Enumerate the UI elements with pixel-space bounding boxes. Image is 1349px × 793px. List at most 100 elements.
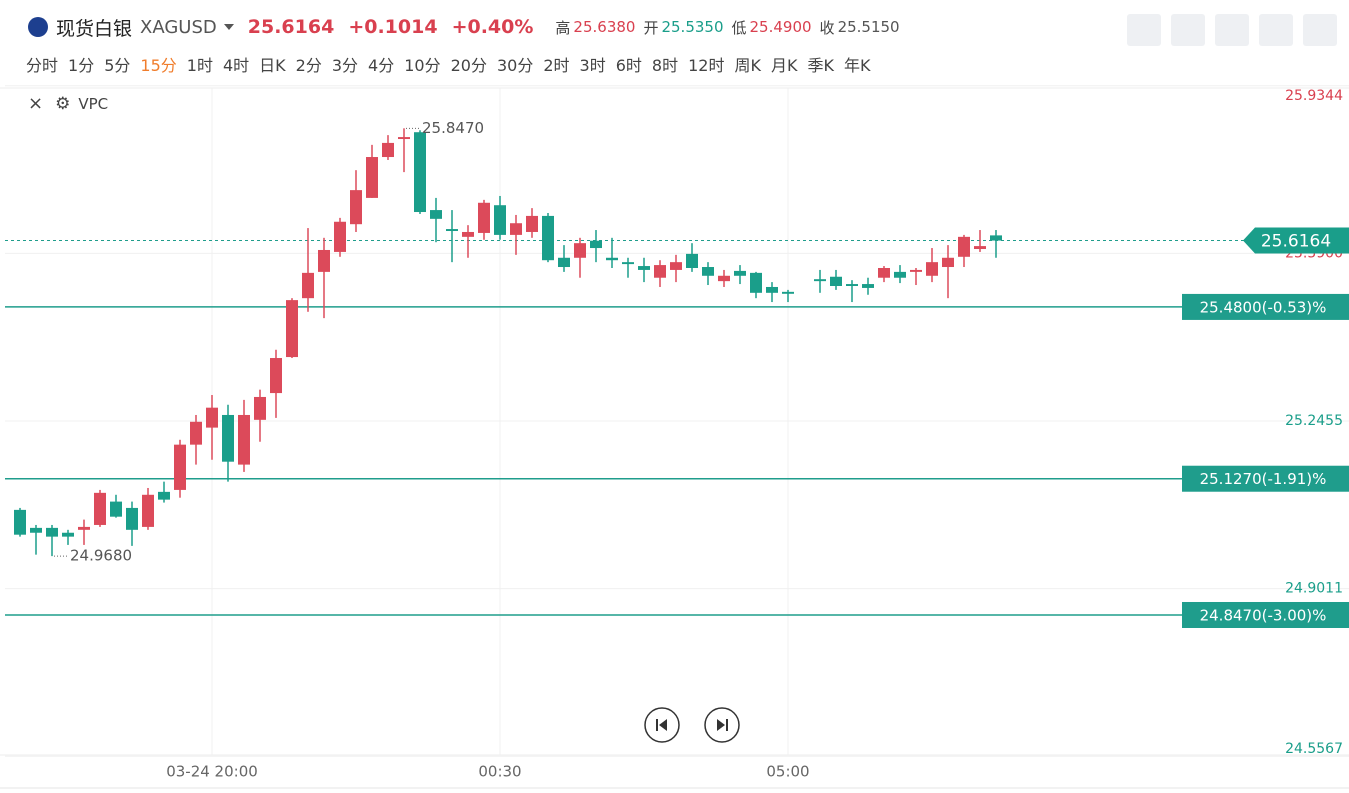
timeframe[interactable]: 30分 [496,56,534,75]
timeframe[interactable]: 5分 [104,56,131,75]
timeframe[interactable]: 季K [807,56,834,75]
candle-body [190,421,202,445]
indicator: VPC [78,94,109,113]
candle-body [382,142,394,158]
timeframe[interactable]: 2分 [295,56,322,75]
candle-button[interactable] [1215,14,1249,46]
candle-body [270,358,282,394]
candle-body [846,284,858,286]
candle-body [670,262,682,270]
candle-body [926,262,938,276]
price-line-box [1182,293,1349,320]
candle-body [766,286,778,293]
fullscreen-button[interactable] [1259,14,1293,46]
candle-body [830,276,842,286]
settings-icon[interactable]: ⚙ [55,93,71,114]
x-tick-label: 00:30 [478,763,521,781]
candle-body [734,270,746,276]
candle-body [478,202,490,233]
timeframe[interactable]: 月K [770,56,798,75]
symbol[interactable]: XAGUSD [140,16,217,38]
close-button[interactable] [1303,14,1337,46]
candle-body [574,243,586,258]
candle-body [350,190,362,225]
y-tick-label: 25.9344 [1285,88,1343,104]
dropdown[interactable] [223,24,234,30]
timeframe[interactable]: 20分 [450,56,487,75]
candle-body [30,527,42,533]
timeframe[interactable]: 分时 [26,56,59,75]
candle-body [702,267,714,276]
candle-body [398,137,410,140]
candle-body [654,265,666,278]
timeframe[interactable]: 4分 [368,56,395,75]
candle-body [990,235,1002,241]
timeframe[interactable]: 年K [843,56,871,75]
button-icon [717,719,728,731]
timeframe[interactable]: 周K [734,56,761,75]
timeframe[interactable]: 10分 [404,56,441,75]
annotation-label: 24.9680 [70,547,132,565]
candle-body [558,257,570,268]
timeframe[interactable]: 15分 [140,56,177,75]
candle-body [782,291,794,294]
timeframe[interactable]: 3时 [579,56,606,75]
toolbar [1127,14,1337,46]
x-tick-label: 05:00 [766,763,809,781]
price-line-label: 25.4800(-0.53)% [1200,298,1327,316]
candle-body [958,236,970,257]
candle-body [446,229,458,232]
candle-body [430,210,442,219]
candle-body [814,279,826,282]
candle-body [206,407,218,428]
current-price-box [1243,227,1349,254]
label: 高 [555,18,571,37]
candle-body [494,205,506,235]
close-icon[interactable]: × [28,93,44,114]
label: 开 [643,18,659,37]
timeframe[interactable]: 3分 [331,56,359,75]
candle-body [318,249,330,272]
timeframe[interactable]: 8时 [651,56,679,75]
candle-body [606,257,618,261]
candle-body [142,494,154,527]
candle-body [622,262,634,265]
change-pct: +0.40% [451,16,534,38]
timeframe[interactable]: 日K [259,56,286,75]
candle-body [222,414,234,462]
draw-button[interactable] [1171,14,1205,46]
candle-body [526,215,538,232]
timeframe[interactable]: 4时 [222,56,250,75]
candle-body [510,223,522,235]
candle-body [590,240,602,249]
candle-body [942,257,954,268]
candle-body [878,267,890,278]
candle-body [686,253,698,268]
change: +0.1014 [348,16,438,38]
indicator-button[interactable] [1127,14,1161,46]
value: 25.5350 [661,18,724,36]
button-icon [656,719,667,731]
price-line-label: 25.1270(-1.91)% [1200,470,1327,488]
timeframe[interactable]: 6时 [615,56,642,75]
price-line-box [1182,465,1349,492]
candle-body [542,215,554,261]
candle-body [718,275,730,282]
timeframes: 分时 1分 5分 15分 1时 4时 日K 2分 3分 4分 10分 20分 30分 2时 3时 6时 8时 12… [26,52,880,76]
value: 25.6380 [573,18,636,36]
price: 25.6164 [247,16,335,38]
price-line-box [1182,601,1349,628]
candle-body [126,507,138,530]
timeframe[interactable]: 1分 [68,56,95,75]
timeframe[interactable]: 2时 [543,56,570,75]
timeframe[interactable]: 1时 [186,56,213,75]
value: 25.4900 [749,18,812,36]
current-price-label: 25.6164 [1261,232,1331,252]
candle-body [750,272,762,293]
timeframe[interactable]: 12时 [688,56,725,75]
candle-body [78,526,90,530]
candle-body [862,284,874,288]
y-tick-label: 24.9011 [1285,581,1343,597]
